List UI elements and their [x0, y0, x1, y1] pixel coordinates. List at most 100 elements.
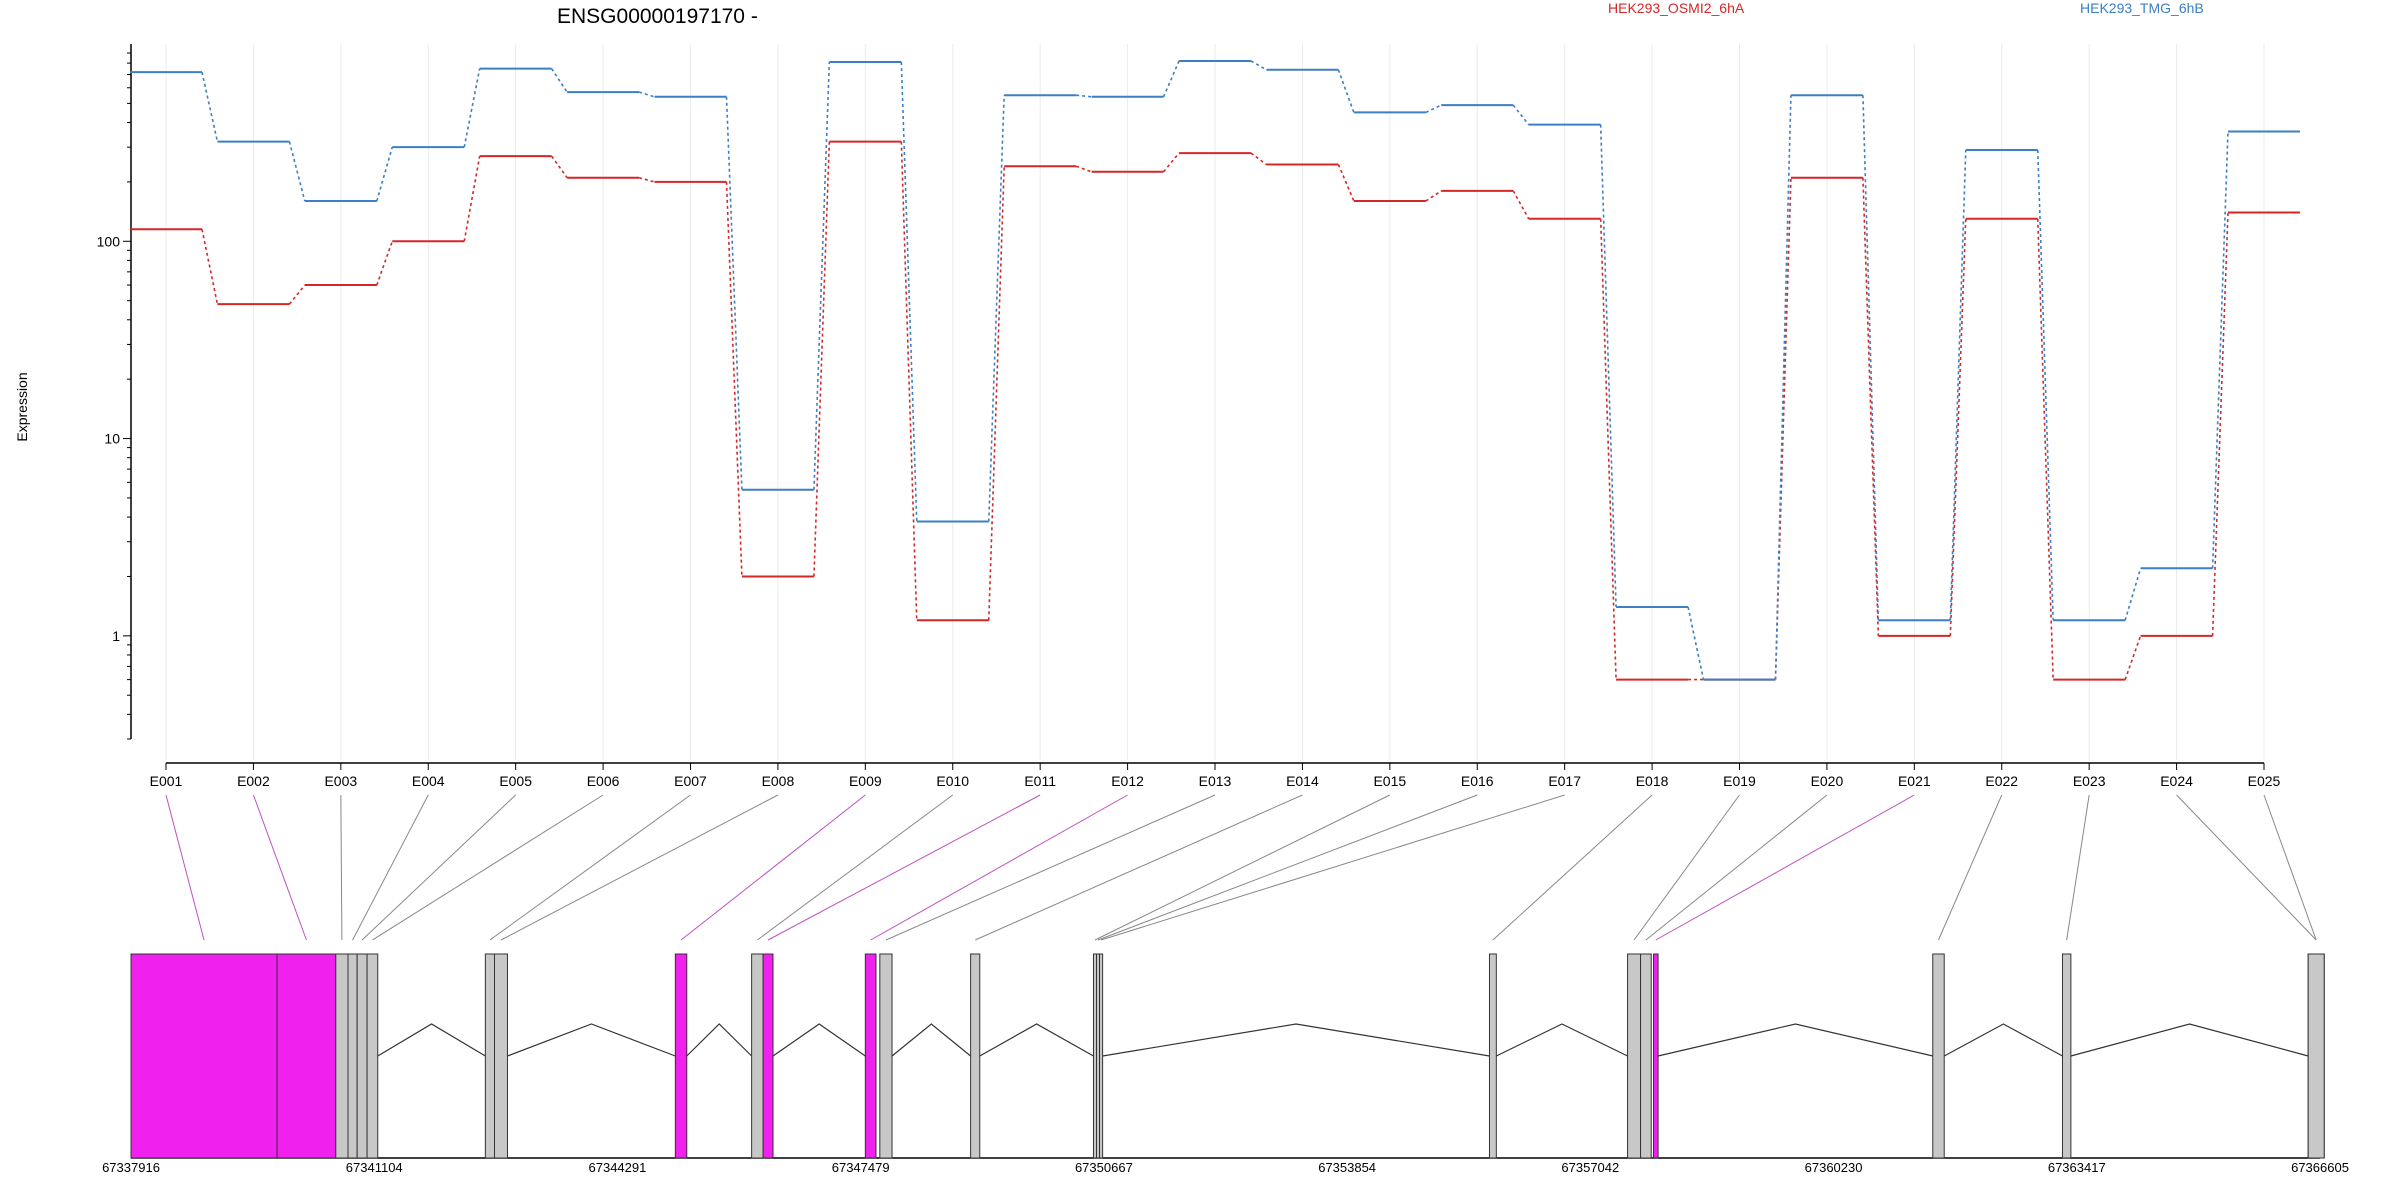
- exon-connector: [885, 794, 1216, 941]
- exon-connector: [1645, 794, 1828, 941]
- series-group: [130, 140, 2300, 681]
- series-connector: [201, 229, 219, 305]
- series-connector: [813, 141, 831, 577]
- intron-line: [1657, 1023, 1933, 1057]
- exon-connector: [680, 794, 866, 941]
- series-connector: [1250, 152, 1267, 166]
- coordinate-label: 67337916: [102, 1160, 160, 1175]
- exon-box: [879, 953, 893, 1159]
- exon-box: [356, 953, 368, 1159]
- series-connector: [1599, 124, 1617, 608]
- exon-connector: [372, 794, 604, 941]
- intron-line: [1102, 1023, 1490, 1057]
- coordinate-label: 67363417: [2048, 1160, 2106, 1175]
- series-connector: [1949, 218, 1967, 636]
- genomic-coordinates: 67337916 67341104 67344291 67347479 67350667…: [102, 1160, 2349, 1175]
- exon-box: [366, 953, 379, 1159]
- x-tick-label: E001: [150, 773, 183, 789]
- x-tick-label: E020: [1811, 773, 1844, 789]
- exon-connector: [1100, 794, 1565, 941]
- exon-box: [2307, 953, 2325, 1159]
- coordinate-label: 67366605: [2291, 1160, 2349, 1175]
- x-tick-label: E025: [2248, 773, 2281, 789]
- series-connector: [1075, 165, 1092, 173]
- legend-series-1: HEK293_OSMI2_6hA: [1608, 0, 1745, 16]
- series-connector: [463, 68, 481, 148]
- x-tick-label: E022: [1985, 773, 2018, 789]
- exon-connector: [2176, 794, 2317, 941]
- exon-box: [1488, 953, 1497, 1159]
- intron-line: [891, 1023, 971, 1057]
- series-connector: [1512, 190, 1530, 220]
- series-connector: [2036, 218, 2054, 680]
- series-lines: [130, 60, 2300, 681]
- x-tick-label: E019: [1723, 773, 1756, 789]
- series-connector: [1162, 60, 1180, 98]
- coordinate-label: 67341104: [346, 1160, 403, 1175]
- series-connector: [1774, 95, 1792, 680]
- y-tick-label: 10: [104, 431, 120, 447]
- x-tick-label: E013: [1199, 773, 1232, 789]
- x-tick-label: E018: [1636, 773, 1669, 789]
- coordinate-label: 67347479: [832, 1160, 890, 1175]
- coordinate-label: 67344291: [589, 1160, 647, 1175]
- intron-line: [2070, 1023, 2309, 1057]
- exon-box: [1099, 953, 1104, 1159]
- intron-line: [1943, 1023, 2063, 1057]
- series-connector: [900, 141, 918, 621]
- series-connector: [2211, 131, 2229, 569]
- series-connector: [463, 156, 481, 242]
- series-connector: [2036, 150, 2054, 621]
- series-connector: [1162, 152, 1180, 173]
- series-connector: [1687, 606, 1705, 680]
- series-connector: [638, 91, 655, 98]
- intron-line: [686, 1023, 753, 1057]
- exon-connector: [1492, 794, 1653, 941]
- series-connector: [376, 241, 394, 286]
- exon-box: [864, 953, 877, 1159]
- legend-series-2: HEK293_TMG_6hB: [2080, 0, 2204, 16]
- series-connector: [550, 68, 568, 93]
- exon-connector: [500, 794, 779, 941]
- series-connector: [2211, 212, 2229, 636]
- x-tick-label: E005: [499, 773, 532, 789]
- x-tick-label: E009: [849, 773, 882, 789]
- exon-connector: [870, 794, 1128, 941]
- y-axis-label: Expression: [14, 372, 30, 441]
- exon-connector: [757, 794, 954, 941]
- series-connector: [813, 62, 831, 490]
- x-tick-label: E002: [237, 773, 270, 789]
- exon-connector-lines: [165, 794, 2317, 941]
- series-connector: [201, 71, 219, 142]
- series-connector: [725, 181, 743, 577]
- exon-connector: [2066, 794, 2090, 941]
- series-connector: [1862, 95, 1880, 621]
- series-connector: [1076, 94, 1092, 98]
- exon-connector: [1094, 794, 1391, 941]
- x-tick-label: E010: [936, 773, 969, 789]
- series-connector: [1425, 190, 1442, 202]
- exon-box: [762, 953, 774, 1159]
- x-tick-label: E012: [1111, 773, 1144, 789]
- series-connector: [288, 141, 306, 202]
- x-tick-label: E014: [1286, 773, 1319, 789]
- coordinate-label: 67350667: [1075, 1160, 1133, 1175]
- series-connector: [2124, 568, 2142, 621]
- intron-line: [507, 1023, 676, 1057]
- x-tick-label: E006: [587, 773, 620, 789]
- exon-box: [484, 953, 495, 1159]
- exon-connector: [352, 794, 429, 941]
- x-tick-label: E016: [1461, 773, 1494, 789]
- axes: 1 10 100: [97, 44, 2265, 770]
- series-connector: [2124, 635, 2142, 680]
- exon-connector: [767, 794, 1041, 941]
- exon-connector: [361, 794, 517, 941]
- exon-box: [970, 953, 981, 1159]
- exon-box: [1640, 953, 1652, 1159]
- exon-connector: [2263, 794, 2317, 941]
- exon-connector: [252, 794, 307, 941]
- x-tick-label: E011: [1024, 773, 1056, 789]
- intron-line: [772, 1023, 866, 1057]
- x-tick-label: E017: [1548, 773, 1581, 789]
- exon-box: [1653, 953, 1659, 1159]
